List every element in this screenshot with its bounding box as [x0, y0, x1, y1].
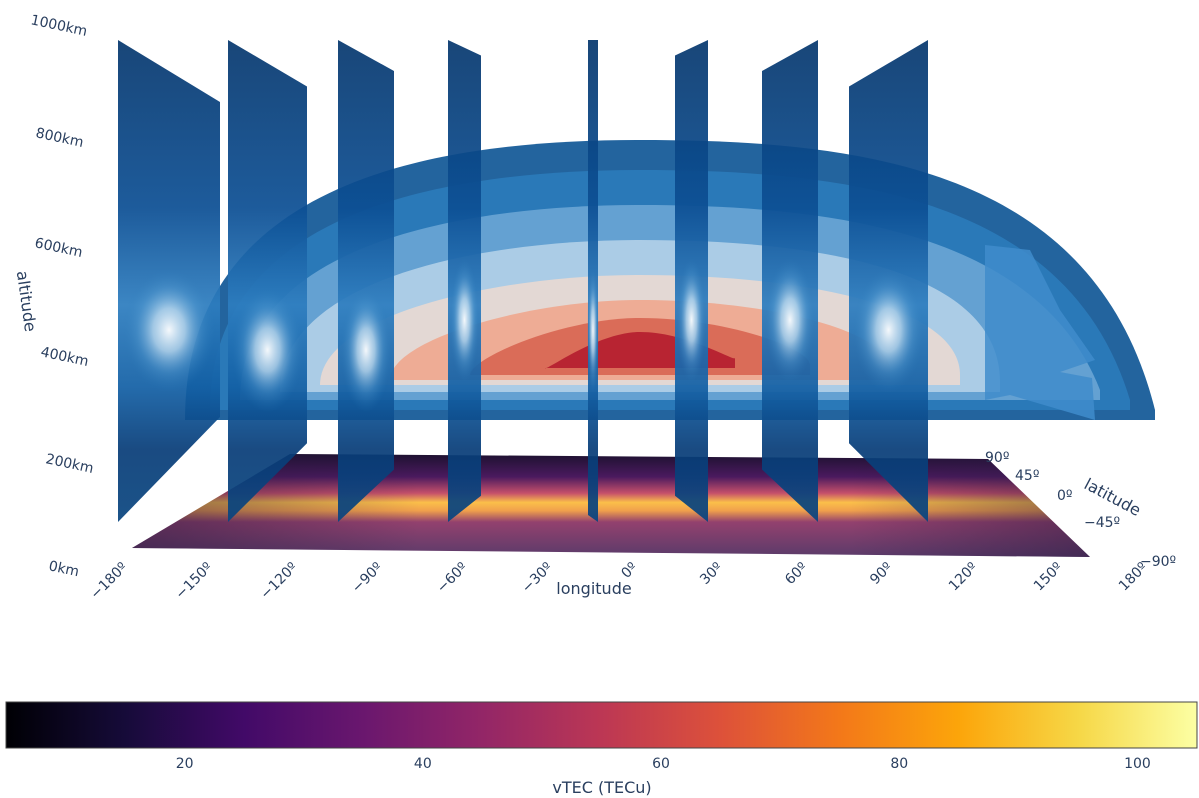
- longitude-tick-label: −150º: [173, 559, 216, 602]
- altitude-tick-label: 600km: [33, 235, 84, 261]
- latitude-tick-label: 45º: [1015, 468, 1039, 484]
- colorbar-gradient: [5, 701, 1198, 749]
- colorbar-tick-label: 100: [1124, 756, 1151, 772]
- colorbar-tick-label: 80: [890, 756, 908, 772]
- slice-density-glow: [449, 258, 480, 382]
- longitude-slices: [118, 40, 928, 522]
- colorbar-title: vTEC (TECu): [552, 778, 651, 797]
- slice-density-glow: [231, 288, 304, 412]
- longitude-tick-label: −90º: [349, 559, 386, 596]
- altitude-tick-label: 800km: [34, 125, 85, 151]
- longitude-tick-label: −120º: [258, 559, 301, 602]
- altitude-tick-label: 0km: [47, 558, 80, 580]
- longitude-tick-label: 120º: [946, 559, 981, 594]
- colorbar-tick-label: 40: [414, 756, 432, 772]
- slice-density-glow: [676, 258, 707, 382]
- longitude-tick-label: −60º: [434, 559, 471, 596]
- longitude-tick-label: 150º: [1031, 559, 1066, 594]
- longitude-tick-label: 30º: [697, 559, 726, 588]
- colorbar-ticks: 20 40 60 80 100: [176, 756, 1151, 772]
- altitude-tick-label: 1000km: [29, 12, 88, 40]
- altitude-tick-label: 200km: [44, 451, 95, 477]
- latitude-axis: −90º −45º 0º 45º 90º: [985, 450, 1176, 570]
- latitude-axis-title: latitude: [1081, 474, 1144, 520]
- latitude-tick-label: 90º: [985, 450, 1009, 466]
- latitude-tick-label: −45º: [1084, 515, 1120, 531]
- longitude-axis-title: longitude: [556, 579, 631, 598]
- slice-density-glow: [587, 268, 599, 392]
- longitude-tick-label: 60º: [782, 559, 811, 588]
- longitude-slice: [338, 40, 394, 522]
- slice-density-glow: [852, 268, 925, 392]
- slice-density-glow: [123, 268, 215, 392]
- altitude-axis-title: altitude: [13, 270, 40, 333]
- isosurface-wing: [985, 245, 1095, 420]
- longitude-tick-label: 90º: [867, 559, 896, 588]
- longitude-tick-label: −180º: [88, 559, 131, 602]
- slice-density-glow: [764, 258, 816, 382]
- slice-density-glow: [340, 288, 392, 412]
- altitude-tick-label: 400km: [39, 344, 90, 370]
- colorbar-tick-label: 60: [652, 756, 670, 772]
- 3d-plot[interactable]: 0km 200km 400km 600km 800km 1000km −180º −150º…: [0, 0, 1199, 660]
- latitude-tick-label: 0º: [1057, 488, 1073, 504]
- isosurface: [185, 140, 1155, 420]
- altitude-axis: 0km 200km 400km 600km 800km 1000km: [29, 12, 95, 580]
- colorbar-tick-label: 20: [176, 756, 194, 772]
- colorbar: 20 40 60 80 100 vTEC (TECu): [5, 701, 1198, 797]
- longitude-slice: [228, 40, 307, 522]
- latitude-tick-label: −90º: [1140, 554, 1176, 570]
- longitude-tick-label: −30º: [519, 559, 556, 596]
